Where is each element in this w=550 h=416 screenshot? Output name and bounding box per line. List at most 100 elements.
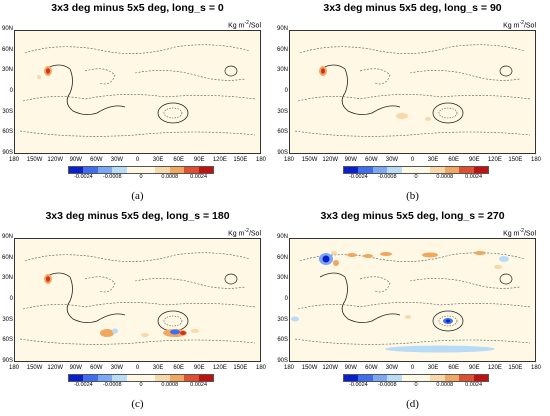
lon-tick-label: 90E [468,157,480,163]
colorbar-tick-label: 0.0008 [161,174,179,180]
lon-tick-label: 0 [135,365,140,371]
lat-tick-label: 90S [277,150,288,156]
lon-tick-label: 180 [283,157,295,163]
difference-anomalies [44,274,199,337]
lon-tick-label: 60W [90,157,103,163]
colorbar-swatch [169,167,185,173]
colorbar-swatch [444,375,460,381]
lon-tick-label: 30E [152,365,164,371]
colorbar-swatch [372,375,388,381]
colorbar-tick-label: -0.0024 [349,174,368,180]
colorbar-tick-label: 0.0024 [190,174,208,180]
unit-label: Kg m-2/Sol [503,228,536,238]
lat-tick-label: 90N [276,234,288,240]
lon-tick-label: 120E [487,157,502,163]
panel-label: (d) [406,398,419,410]
lon-tick-label: 30E [427,157,439,163]
lat-tick-label: 30N [276,275,288,282]
lon-tick-label: 150E [233,157,248,163]
panel-label: (c) [131,398,144,410]
lon-tick-label: 180 [530,365,542,371]
lon-tick-label: 180 [8,157,20,163]
lon-tick-label: 90E [468,365,480,371]
colorbar-tick-label: -0.0024 [74,382,93,388]
colorbar-swatch [184,167,199,173]
colorbar-swatch [372,167,388,173]
lat-tick-label: 30N [1,275,13,282]
lat-tick-label: 60S [2,337,13,344]
lon-tick-label: 90W [344,157,357,163]
panel-label: (a) [131,190,144,202]
map-plot [289,30,536,154]
lon-tick-label: 60W [90,365,103,371]
lon-tick-label: 180 [255,365,267,371]
colorbar [343,166,489,174]
colorbar-swatch [387,375,402,381]
lon-tick-label: 30E [152,157,164,163]
lat-tick-label: 90N [1,26,13,32]
lon-tick-label: 30E [427,365,439,371]
colorbar-tick-label: 0.0008 [161,382,179,388]
lon-tick-label: 60W [365,157,378,163]
colorbar-swatch [459,375,474,381]
colorbar-swatch [416,375,431,381]
lat-tick-label: 0 [284,296,288,302]
map-plot [14,238,261,362]
colorbar-swatch [141,167,156,173]
lon-tick-label: 90W [344,365,357,371]
colorbar-swatch [184,375,199,381]
colorbar-swatch [344,375,359,381]
lon-tick-label: 60E [173,157,184,163]
lon-tick-label: 120W [322,365,338,371]
colorbar-swatch [387,167,402,173]
lon-tick-label: 90W [69,157,82,163]
lat-tick-label: 90S [277,358,288,364]
colorbar-swatch [358,375,373,381]
lon-tick-label: 30W [385,365,399,371]
lon-tick-label: 120E [212,157,227,163]
lat-tick-label: 0 [9,88,13,94]
panel-title: 3x3 deg minus 5x5 deg, long_s = 270 [320,210,505,222]
panel-title: 3x3 deg minus 5x5 deg, long_s = 0 [51,2,224,14]
colorbar-tick-label: -0.0024 [349,382,368,388]
lat-tick-label: 60S [2,129,13,136]
colorbar-swatch [83,375,98,381]
lon-tick-label: 90W [69,365,82,371]
colorbar-tick-label: -0.0008 [377,382,397,388]
topography-contours [19,44,256,137]
colorbar-swatch [97,167,113,173]
colorbar-swatch [444,167,460,173]
lon-tick-label: 150W [301,157,318,163]
lon-tick-label: 0 [410,365,415,371]
colorbar-swatch [344,167,359,173]
colorbar [343,374,489,382]
colorbar-tick-label: 0 [139,382,143,388]
colorbar-swatch [126,167,142,173]
lon-tick-label: 120W [47,365,63,371]
map-panel-a: 3x3 deg minus 5x5 deg, long_s = 0 (a) Kg… [0,0,275,208]
lat-tick-label: 90N [1,234,13,240]
lon-tick-label: 150W [26,365,43,371]
colorbar-swatch [169,375,185,381]
colorbar [68,166,214,174]
map-panel-d: 3x3 deg minus 5x5 deg, long_s = 270 [275,208,550,416]
lon-tick-label: 150E [233,365,248,371]
colorbar-swatch [430,167,445,173]
colorbar-swatch [69,167,84,173]
colorbar-tick-label: 0 [414,174,418,180]
unit-label: Kg m-2/Sol [503,20,536,30]
colorbar-tick-label: 0 [414,382,418,388]
lat-tick-label: 90N [276,26,288,32]
colorbar-swatch [358,167,373,173]
lon-tick-label: 60E [448,157,459,163]
unit-label: Kg m-2/Sol [228,20,261,30]
colorbar-swatch [126,375,142,381]
topography-contours [294,252,531,345]
difference-anomalies [291,251,509,353]
lat-tick-label: 60N [276,46,288,53]
lat-tick-label: 0 [9,296,13,302]
panel-title: 3x3 deg minus 5x5 deg, long_s = 180 [45,210,230,222]
colorbar-swatch [198,167,214,173]
panel-title: 3x3 deg minus 5x5 deg, long_s = 90 [323,2,502,14]
lon-tick-label: 120W [47,157,63,163]
